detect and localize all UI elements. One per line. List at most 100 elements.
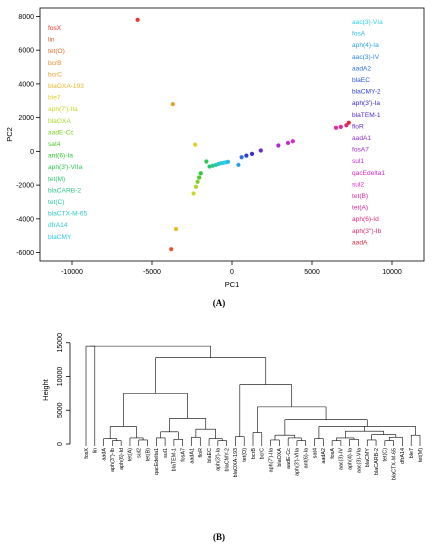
dendrogram-leaf-label: blaTEM-1 bbox=[172, 448, 178, 471]
scatter-point bbox=[239, 155, 244, 160]
scatter-legend-entry: tet(C) bbox=[48, 199, 64, 206]
scatter-y-tick-label: -4000 bbox=[16, 216, 34, 223]
scatter-legend-entry: sul2 bbox=[352, 181, 364, 188]
scatter-legend-entry: fosX bbox=[48, 25, 62, 32]
scatter-legend-entry: aph(3')-Ia bbox=[352, 100, 380, 107]
dendrogram-leaf-label: aph(7')-IIa bbox=[268, 448, 274, 472]
dendrogram-leaf-label: aac(3)-IV bbox=[339, 448, 345, 471]
scatter-point bbox=[290, 139, 295, 144]
scatter-legend-entry: blaCTX-M-65 bbox=[48, 211, 88, 218]
scatter-legend-entry: blaCARB-2 bbox=[48, 187, 81, 194]
scatter-legend-entry: blaOXA bbox=[48, 118, 71, 125]
dendrogram-leaf-label: tet(M) bbox=[418, 448, 424, 462]
scatter-point bbox=[346, 120, 351, 125]
dendrogram-leaf-label: blaCMY-2 bbox=[224, 448, 230, 471]
scatter-point bbox=[338, 124, 343, 130]
dendrogram-leaf-label: tet(B) bbox=[145, 448, 151, 461]
scatter-legend-entry: blaCMY-2 bbox=[352, 89, 381, 96]
panel-a-label: (A) bbox=[213, 298, 226, 308]
scatter-legend-entry: aph(3'')-Ib bbox=[352, 228, 382, 235]
scatter-legend-entry: tet(O) bbox=[48, 48, 65, 55]
scatter-point bbox=[225, 159, 231, 164]
scatter-legend-entry: blaTEM-1 bbox=[352, 112, 381, 119]
scatter-point bbox=[210, 163, 215, 168]
scatter-legend-entry: aac(3)-VIa bbox=[352, 19, 383, 26]
dendrogram-y-tick-label: 10000 bbox=[57, 367, 64, 387]
dendrogram-leaf-label: lin bbox=[93, 448, 99, 453]
scatter-legend-right: aac(3)-VIa fosA aph(4)-Ia aac(3)-IV aadA2 bla… bbox=[352, 19, 385, 246]
scatter-legend-entry: ble7 bbox=[48, 95, 61, 102]
dendrogram-leaf-label: aph(4)-Ia bbox=[347, 448, 353, 470]
dendrogram-leaf-label: sat4 bbox=[312, 448, 318, 458]
dendrogram-y-tick-label: 5000 bbox=[57, 402, 64, 418]
scatter-legend-entry: aadE-Cc bbox=[48, 129, 74, 136]
scatter-legend-entry: tet(A) bbox=[352, 205, 368, 212]
scatter-point bbox=[193, 184, 199, 189]
scatter-y-tick-label: 2000 bbox=[18, 115, 34, 122]
dendrogram-leaf-label: blaCARB-2 bbox=[374, 448, 380, 475]
scatter-point bbox=[135, 17, 140, 22]
scatter-x-tick-label: -10000 bbox=[61, 269, 83, 276]
scatter-legend-entry: dfrA14 bbox=[48, 222, 68, 229]
scatter-y-tick-label: 0 bbox=[30, 149, 34, 156]
scatter-legend-entry: aadA bbox=[352, 239, 368, 246]
scatter-legend-entry: ant(6)-Ia bbox=[48, 153, 73, 160]
scatter-y-axis-title: PC2 bbox=[5, 127, 14, 142]
scatter-point bbox=[204, 159, 209, 164]
scatter-points bbox=[135, 17, 351, 252]
dendrogram-leaf-label: ant(6)-Ia bbox=[304, 448, 310, 468]
scatter-legend-entry: aph(4)-Ia bbox=[352, 42, 379, 49]
dendrogram-leaf-label: qacEdelta1 bbox=[154, 448, 160, 475]
scatter-y-axis: -6000 -4000 -2000 0 2000 4000 6000 8000 bbox=[16, 14, 40, 257]
scatter-point bbox=[197, 175, 202, 180]
dendrogram-leaf-label: floR bbox=[198, 448, 204, 458]
dendrogram-leaf-label: sul2 bbox=[137, 448, 143, 458]
dendrogram-y-axis: 0 5000 10000 15000 bbox=[57, 333, 70, 446]
dendrogram-leaf-label: blaCTX-M-65 bbox=[391, 448, 397, 480]
scatter-legend-entry: aadA2 bbox=[352, 65, 371, 72]
dendrogram-leaf-label: aph(3'')-Ib bbox=[110, 448, 116, 472]
scatter-legend-entry: blaEC bbox=[352, 77, 370, 84]
dendrogram-leaf-label: blaEC bbox=[207, 448, 213, 463]
dendrogram-leaf-label: aph(3')-VIIa bbox=[295, 448, 301, 476]
scatter-legend-entry: aph(6)-Id bbox=[352, 216, 379, 223]
dendrogram-y-axis-title: Height bbox=[41, 378, 50, 401]
scatter-y-tick-label: 8000 bbox=[18, 14, 34, 21]
dendrogram-leaf-label: bcrC bbox=[260, 448, 266, 459]
dendrogram-tree bbox=[85, 345, 421, 446]
scatter-legend-entry: lin bbox=[48, 37, 55, 44]
dendrogram-leaf-label: aph(3')-Ia bbox=[216, 448, 222, 471]
scatter-point bbox=[207, 164, 212, 169]
scatter-legend-entry: aadA1 bbox=[352, 135, 371, 142]
dendrogram-leaf-label: tet(O) bbox=[242, 448, 248, 462]
scatter-y-tick-label: 6000 bbox=[18, 48, 34, 55]
scatter-point bbox=[244, 153, 249, 158]
scatter-legend-entry: blaCMY bbox=[48, 234, 72, 241]
dendrogram-leaf-labels: fosX lin aadA aph(3'')-Ib aph(6)-Id tet(A) sul… bbox=[84, 448, 424, 480]
scatter-y-tick-label: -6000 bbox=[16, 250, 34, 257]
dendrogram-leaf-label: tet(C) bbox=[383, 448, 389, 462]
dendrogram-y-tick-label: 15000 bbox=[57, 333, 64, 353]
scatter-legend-entry: floR bbox=[352, 123, 364, 130]
dendrogram-leaf-label: aadA1 bbox=[189, 448, 195, 464]
scatter-point bbox=[173, 226, 179, 232]
dendrogram-leaf-label: aac(3)-VIa bbox=[356, 448, 362, 473]
scatter-point bbox=[195, 179, 200, 184]
scatter-x-tick-label: 10000 bbox=[382, 269, 402, 276]
scatter-legend-entry: sul1 bbox=[352, 158, 364, 165]
dendrogram-leaf-label: blaOXA bbox=[277, 448, 283, 467]
scatter-legend-entry: sat4 bbox=[48, 141, 61, 148]
scatter-legend-entry: tet(B) bbox=[352, 193, 368, 200]
dendrogram-leaf-label: dfrA14 bbox=[400, 448, 406, 464]
dendrogram-leaf-label: blaCMY bbox=[365, 448, 371, 468]
scatter-point bbox=[198, 171, 203, 176]
scatter-point bbox=[236, 162, 241, 167]
scatter-point bbox=[333, 125, 339, 130]
pca-scatter-panel: -10000 -5000 0 5000 10000 -6000 -4000 -2000 0 20… bbox=[5, 7, 425, 308]
scatter-point bbox=[258, 148, 263, 153]
scatter-legend-left: fosX lin tet(O) bcrB bcrC blaOXA-193 ble7 aph(7… bbox=[48, 25, 88, 241]
dendrogram-leaf-label: bcrB bbox=[251, 448, 257, 459]
scatter-point bbox=[285, 140, 291, 146]
scatter-point bbox=[193, 142, 198, 147]
